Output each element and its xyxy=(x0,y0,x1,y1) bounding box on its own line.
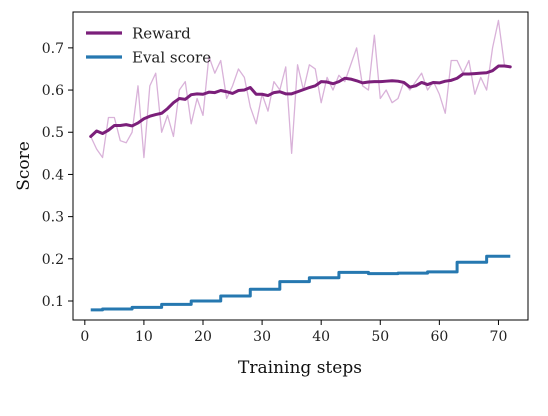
legend-label-reward: Reward xyxy=(132,25,191,43)
legend-label-eval: Eval score xyxy=(132,49,211,67)
x-tick-label: 70 xyxy=(490,329,508,345)
x-tick-label: 0 xyxy=(80,329,89,345)
y-axis-label: Score xyxy=(14,141,34,191)
reward-line xyxy=(89,64,512,138)
x-tick-label: 40 xyxy=(312,329,330,345)
x-tick-label: 10 xyxy=(135,329,153,345)
x-tick-label: 60 xyxy=(430,329,448,345)
legend: Reward Eval score xyxy=(86,25,211,67)
x-tick-label: 30 xyxy=(253,329,271,345)
x-tick-label: 20 xyxy=(194,329,212,345)
y-tick-label: 0.7 xyxy=(42,41,64,57)
reward-raw-line xyxy=(90,19,511,159)
x-axis-label: Training steps xyxy=(238,358,362,378)
y-tick-label: 0.4 xyxy=(42,167,64,183)
y-tick-label: 0.1 xyxy=(42,294,64,310)
y-tick-label: 0.6 xyxy=(42,83,64,99)
eval-score-line xyxy=(90,254,511,312)
series-layer xyxy=(89,19,512,312)
y-tick-label: 0.3 xyxy=(42,210,64,226)
y-tick-label: 0.5 xyxy=(42,125,64,141)
y-tick-label: 0.2 xyxy=(42,252,64,268)
plot-area xyxy=(72,11,529,321)
plot-frame xyxy=(72,11,529,321)
x-tick-label: 50 xyxy=(371,329,389,345)
x-axis: 0 10 20 30 40 50 60 70 xyxy=(80,320,507,345)
y-axis: 0.1 0.2 0.3 0.4 0.5 0.6 0.7 xyxy=(42,41,73,310)
